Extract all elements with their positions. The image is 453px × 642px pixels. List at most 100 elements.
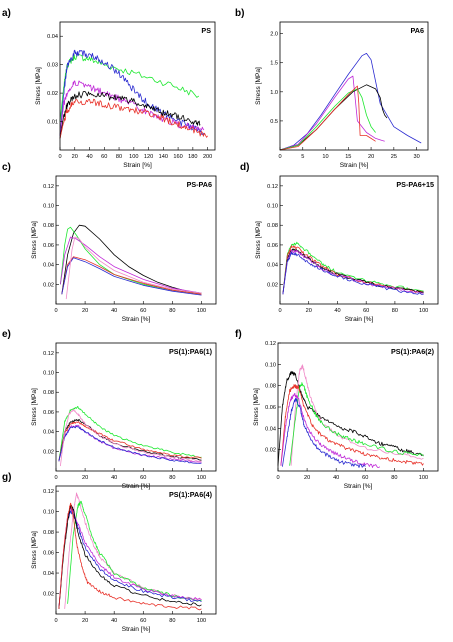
y-axis-label: Stress [MPa] — [255, 67, 262, 105]
x-tick-label: 120 — [144, 154, 153, 160]
chart-title: PS-PA6+15 — [396, 180, 434, 189]
chart-panel-6: f) PS(1):PA6(2) 0 20 40 60 80 100 0.02 0.04 0.06 0.… — [235, 329, 439, 490]
series-line-blue — [282, 251, 424, 295]
series-line-black — [59, 91, 201, 139]
x-tick-label: 100 — [129, 154, 138, 160]
x-tick-label: 10 — [322, 154, 328, 160]
series-line-pink — [65, 236, 202, 300]
panel-label: e) — [2, 329, 11, 340]
panel-label: f) — [235, 329, 242, 340]
series-line-black — [282, 248, 424, 295]
x-tick-label: 60 — [363, 308, 369, 314]
series-line-blue — [61, 257, 202, 296]
y-tick-label: 0.02 — [43, 449, 54, 455]
x-tick-label: 20 — [82, 308, 88, 314]
y-tick-label: 0.06 — [43, 243, 54, 249]
x-tick-label: 80 — [391, 475, 397, 481]
series-line-green — [67, 500, 202, 604]
y-tick-label: 0.02 — [43, 282, 54, 288]
y-tick-label: 0.10 — [43, 204, 54, 210]
series-line-blue — [279, 53, 422, 151]
panel-label: a) — [2, 8, 11, 19]
chart-title: PS(1):PA6(4) — [169, 490, 213, 499]
x-tick-label: 100 — [197, 308, 206, 314]
chart-title: PS(1):PA6(1) — [169, 347, 213, 356]
x-tick-label: 80 — [169, 475, 175, 481]
x-tick-label: 20 — [304, 475, 310, 481]
x-tick-label: 0 — [276, 475, 279, 481]
chart-panel-2: b) PA6 0 5 10 15 20 25 30 0.5 1.0 1.5 2.0 Strain [%] S… — [235, 8, 429, 169]
series-line-blue — [59, 49, 205, 136]
x-axis-label: Strain [%] — [122, 316, 151, 323]
x-tick-label: 15 — [345, 154, 351, 160]
x-tick-label: 0 — [54, 308, 57, 314]
series-line-magenta — [58, 424, 202, 463]
y-tick-label: 0.02 — [43, 592, 54, 598]
y-tick-label: 0.02 — [267, 282, 278, 288]
x-tick-label: 25 — [391, 154, 397, 160]
x-tick-label: 180 — [188, 154, 197, 160]
y-tick-label: 0.01 — [47, 120, 58, 126]
y-tick-label: 0.12 — [43, 489, 54, 495]
y-tick-label: 0.04 — [43, 571, 54, 577]
y-tick-label: 0.04 — [267, 263, 278, 269]
series-line-black — [61, 224, 202, 295]
panel-label: d) — [240, 162, 249, 173]
series-line-magenta — [58, 506, 202, 609]
plot-frame — [59, 21, 216, 151]
x-tick-label: 100 — [419, 475, 428, 481]
x-tick-label: 20 — [72, 154, 78, 160]
y-tick-label: 0.08 — [43, 530, 54, 536]
y-tick-label: 0.06 — [43, 551, 54, 557]
y-tick-label: 0.5 — [270, 119, 278, 125]
y-tick-label: 0.08 — [43, 223, 54, 229]
series-line-black — [279, 84, 388, 151]
x-axis-label: Strain [%] — [345, 316, 374, 323]
y-tick-label: 0.12 — [267, 184, 278, 190]
chart-title: PS(1):PA6(2) — [391, 347, 435, 356]
plot-frame — [279, 21, 429, 151]
x-tick-label: 100 — [197, 475, 206, 481]
series-line-red — [280, 384, 424, 466]
x-tick-label: 20 — [82, 618, 88, 624]
series-line-green — [279, 88, 376, 151]
plot-frame — [55, 485, 217, 615]
series-line-blue — [58, 425, 202, 464]
y-axis-label: Stress [MPa] — [35, 67, 42, 105]
panel-label: g) — [2, 472, 11, 483]
series-line-green — [282, 241, 424, 295]
series-line-magenta — [59, 80, 205, 136]
chart-panel-7: g) PS(1):PA6(4) 0 20 40 60 80 100 0.02 0.04 0.06 0.… — [2, 472, 217, 633]
y-tick-label: 0.03 — [47, 63, 58, 69]
y-tick-label: 0.12 — [43, 184, 54, 190]
y-tick-label: 0.10 — [267, 204, 278, 210]
series-line-blue — [282, 397, 366, 468]
x-tick-label: 40 — [111, 618, 117, 624]
series-line-green — [58, 405, 202, 462]
y-tick-label: 0.06 — [265, 405, 276, 411]
x-axis-label: Strain [%] — [122, 626, 151, 633]
y-tick-label: 0.12 — [43, 351, 54, 357]
x-tick-label: 0 — [54, 475, 57, 481]
y-tick-label: 2.0 — [270, 32, 278, 38]
series-line-black — [277, 370, 424, 466]
y-tick-label: 0.08 — [265, 384, 276, 390]
y-tick-label: 0.04 — [265, 426, 276, 432]
x-axis-label: Strain [%] — [344, 483, 373, 490]
y-tick-label: 0.06 — [43, 410, 54, 416]
chart-panel-4: d) PS-PA6+15 0 20 40 60 80 100 0.02 0.04 0.06 0.08 0… — [240, 162, 439, 323]
panel-label: b) — [235, 8, 244, 19]
x-axis-label: Strain [%] — [123, 162, 152, 169]
series-line-black — [58, 504, 202, 609]
chart-title: PS — [201, 26, 211, 35]
y-tick-label: 1.5 — [270, 61, 278, 67]
plot-frame — [55, 342, 217, 472]
y-axis-label: Stress [MPa] — [31, 531, 38, 569]
panel-label: c) — [2, 162, 11, 173]
series-line-red — [279, 85, 376, 151]
x-tick-label: 40 — [333, 475, 339, 481]
y-axis-label: Stress [MPa] — [31, 221, 38, 259]
plot-frame — [277, 342, 439, 472]
y-axis-label: Stress [MPa] — [255, 221, 262, 259]
x-tick-label: 20 — [368, 154, 374, 160]
